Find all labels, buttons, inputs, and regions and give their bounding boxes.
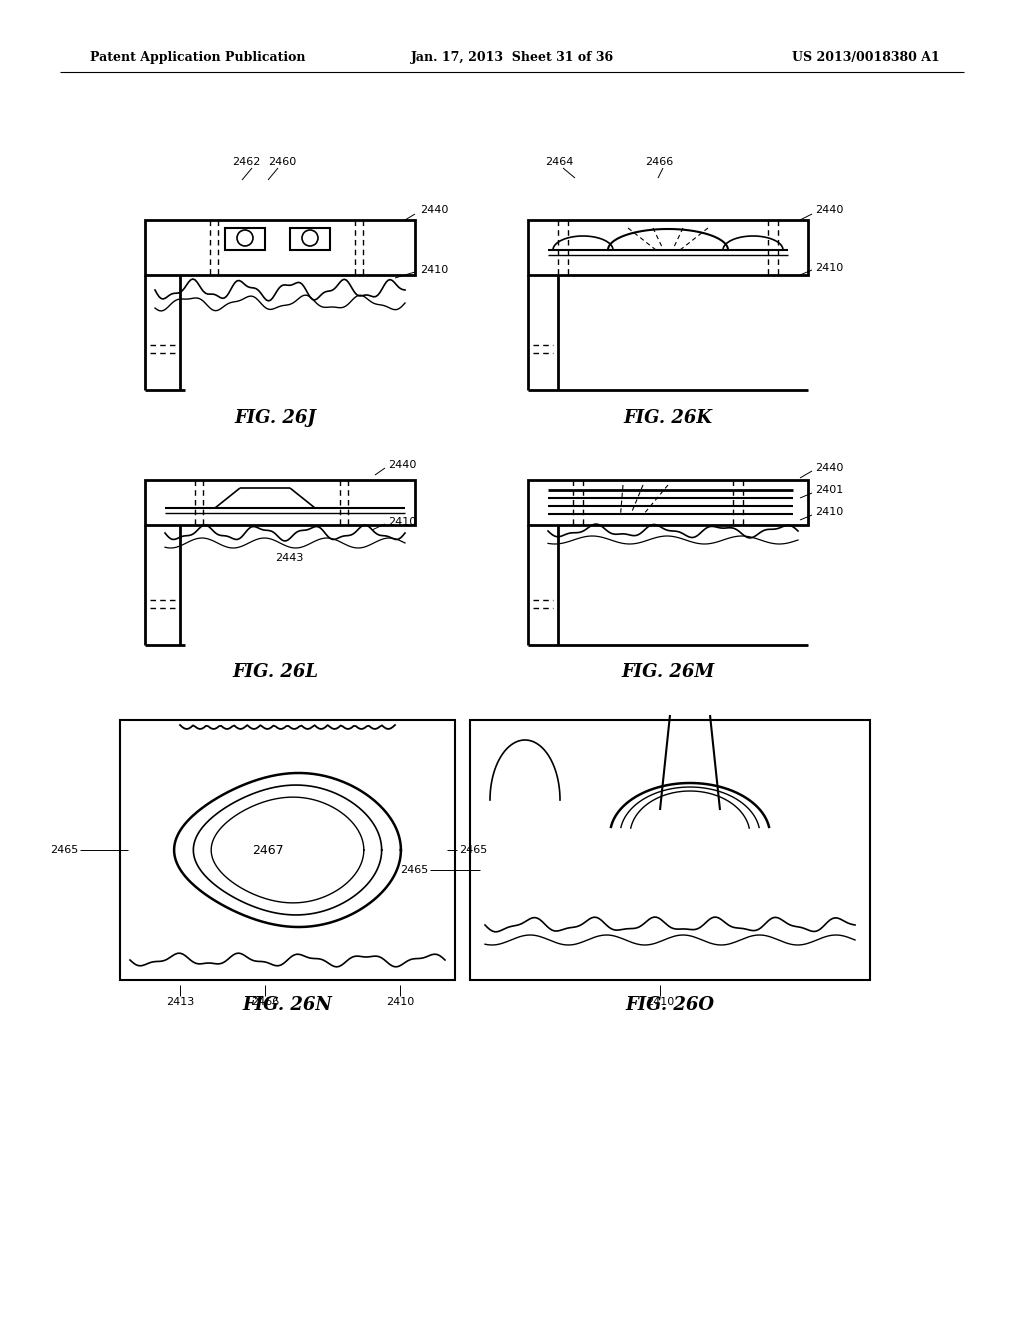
Text: 2440: 2440: [815, 463, 844, 473]
Text: 2465: 2465: [459, 845, 487, 855]
Bar: [145, 480, 415, 525]
Text: 2466: 2466: [251, 997, 280, 1007]
Text: 2410: 2410: [815, 507, 843, 517]
Text: FIG. 26L: FIG. 26L: [232, 663, 318, 681]
Text: 2410: 2410: [386, 997, 414, 1007]
Text: 2410: 2410: [815, 263, 843, 273]
Text: 2401: 2401: [815, 484, 843, 495]
Text: US 2013/0018380 A1: US 2013/0018380 A1: [793, 51, 940, 65]
Text: FIG. 26K: FIG. 26K: [624, 409, 713, 426]
Text: Patent Application Publication: Patent Application Publication: [90, 51, 305, 65]
Text: 2465: 2465: [399, 865, 428, 875]
Bar: [528, 220, 808, 275]
Bar: [225, 228, 265, 249]
Text: 2460: 2460: [268, 157, 296, 168]
Text: 2440: 2440: [420, 205, 449, 215]
Text: 2462: 2462: [232, 157, 260, 168]
Text: 2467: 2467: [252, 843, 284, 857]
Text: 2443: 2443: [275, 553, 303, 564]
Text: FIG. 26J: FIG. 26J: [234, 409, 316, 426]
Bar: [120, 719, 455, 979]
Bar: [470, 719, 870, 979]
Text: 2413: 2413: [166, 997, 195, 1007]
Text: FIG. 26M: FIG. 26M: [622, 663, 715, 681]
Bar: [145, 220, 415, 275]
Text: 2410: 2410: [420, 265, 449, 275]
Text: 2440: 2440: [815, 205, 844, 215]
Text: Jan. 17, 2013  Sheet 31 of 36: Jan. 17, 2013 Sheet 31 of 36: [411, 51, 613, 65]
Text: 2440: 2440: [388, 459, 417, 470]
Text: 2466: 2466: [645, 157, 673, 168]
Text: 2410: 2410: [388, 517, 416, 527]
Text: 2410: 2410: [646, 997, 674, 1007]
Text: 2464: 2464: [545, 157, 573, 168]
Text: 2465: 2465: [50, 845, 78, 855]
Bar: [290, 228, 330, 249]
Text: FIG. 26N: FIG. 26N: [242, 997, 332, 1014]
Bar: [528, 480, 808, 525]
Text: FIG. 26O: FIG. 26O: [626, 997, 715, 1014]
